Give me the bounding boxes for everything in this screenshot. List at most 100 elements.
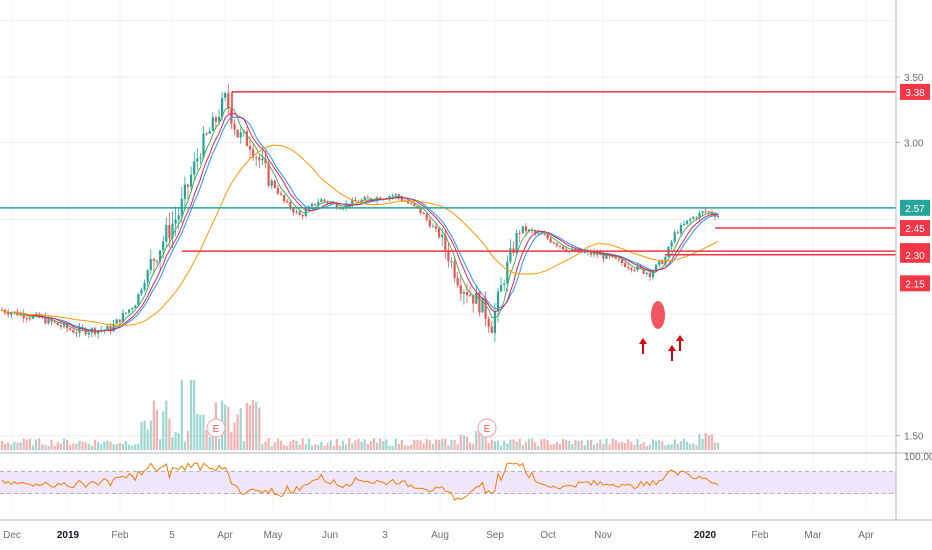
- highlight-marker: [651, 301, 665, 329]
- volume-bar: [87, 443, 90, 450]
- volume-bar: [472, 443, 475, 450]
- candle-body: [301, 215, 304, 217]
- volume-bar: [670, 444, 673, 450]
- volume-bar: [630, 441, 633, 450]
- candle-body: [224, 93, 227, 98]
- candle-body: [478, 292, 481, 313]
- level-price-label: 2.57: [905, 204, 925, 215]
- volume-bar: [236, 414, 239, 450]
- candle-body: [134, 305, 137, 309]
- volume-bar: [422, 443, 425, 450]
- volume-bar: [292, 439, 295, 450]
- volume-bar: [605, 438, 608, 450]
- volume-bar: [354, 440, 357, 450]
- earnings-marker-label: E: [213, 424, 220, 435]
- volume-bar: [506, 443, 509, 450]
- candle-body: [252, 149, 255, 158]
- volume-bar: [196, 413, 199, 450]
- time-tick-label: Aug: [431, 530, 449, 541]
- candle-body: [413, 203, 416, 207]
- volume-bar: [205, 430, 208, 450]
- time-tick-label: Feb: [111, 530, 129, 541]
- candle-body: [475, 292, 478, 304]
- candle-body: [140, 289, 143, 294]
- time-tick-label: Dec: [3, 530, 21, 541]
- volume-bar: [261, 444, 264, 450]
- volume-bar: [676, 443, 679, 450]
- volume-bar: [345, 444, 348, 450]
- volume-bar: [186, 430, 190, 450]
- candle-body: [366, 197, 369, 199]
- volume-bar: [363, 439, 366, 450]
- candle-body: [69, 328, 72, 330]
- candle-body: [59, 325, 62, 327]
- volume-bar: [335, 438, 338, 450]
- volume-bar: [90, 445, 93, 450]
- candle-body: [689, 218, 692, 221]
- candle-body: [242, 131, 245, 133]
- candle-body: [388, 196, 391, 199]
- candle-body: [543, 234, 546, 236]
- candle-body: [286, 200, 289, 203]
- level-price-label: 2.30: [905, 251, 925, 262]
- rsi-line: [1, 462, 719, 501]
- volume-bar: [199, 414, 202, 450]
- candle-body: [165, 224, 168, 242]
- volume-bar: [286, 445, 289, 450]
- candle-body: [193, 161, 196, 175]
- moving-average-line: [1, 116, 719, 332]
- candle-body: [7, 312, 10, 315]
- candle-body: [410, 203, 413, 205]
- candle-body: [159, 250, 162, 262]
- volume-bar: [580, 440, 583, 450]
- volume-bar: [44, 445, 47, 450]
- volume-bar: [568, 440, 571, 450]
- volume-bar: [25, 440, 28, 450]
- volume-bar: [270, 445, 273, 450]
- candle-body: [639, 266, 642, 269]
- volume-bar: [376, 442, 379, 450]
- candle-body: [651, 271, 655, 278]
- volume-bar: [503, 440, 506, 450]
- volume-bar: [366, 443, 369, 450]
- price-tick-label: 3.00: [904, 138, 924, 149]
- candle-body: [521, 226, 524, 234]
- volume-bar: [168, 418, 171, 450]
- volume-bar: [255, 401, 258, 450]
- candle-body: [462, 292, 465, 294]
- volume-bar: [552, 444, 555, 450]
- candle-body: [558, 245, 562, 247]
- volume-bar: [128, 444, 131, 450]
- candle-body: [465, 292, 469, 296]
- candle-body: [128, 309, 131, 313]
- volume-bar: [332, 445, 335, 450]
- candle-body: [211, 117, 214, 131]
- volume-bar: [245, 403, 248, 450]
- candle-body: [56, 322, 59, 326]
- volume-bar: [56, 442, 59, 450]
- volume-bar: [627, 439, 630, 450]
- volume-bar: [419, 440, 422, 450]
- time-tick-label: 2019: [57, 530, 80, 541]
- candle-body: [87, 332, 90, 335]
- volume-bar: [648, 444, 651, 450]
- volume-bar: [317, 444, 320, 450]
- candle-body: [19, 313, 22, 316]
- earnings-marker: [206, 418, 226, 438]
- candle-body: [546, 234, 549, 239]
- volume-bar: [416, 439, 419, 450]
- candle-body: [44, 316, 47, 324]
- volume-bar: [72, 443, 75, 450]
- candle-body: [537, 232, 540, 234]
- earnings-marker-label: E: [484, 424, 491, 435]
- volume-bar: [701, 438, 704, 450]
- volume-bar: [143, 420, 146, 450]
- candle-body: [658, 261, 661, 265]
- volume-bar: [686, 442, 689, 450]
- candle-body: [190, 174, 193, 187]
- volume-bar: [385, 439, 388, 450]
- volume-bar: [586, 439, 589, 450]
- volume-bars: [0, 380, 720, 450]
- volume-bar: [543, 438, 546, 450]
